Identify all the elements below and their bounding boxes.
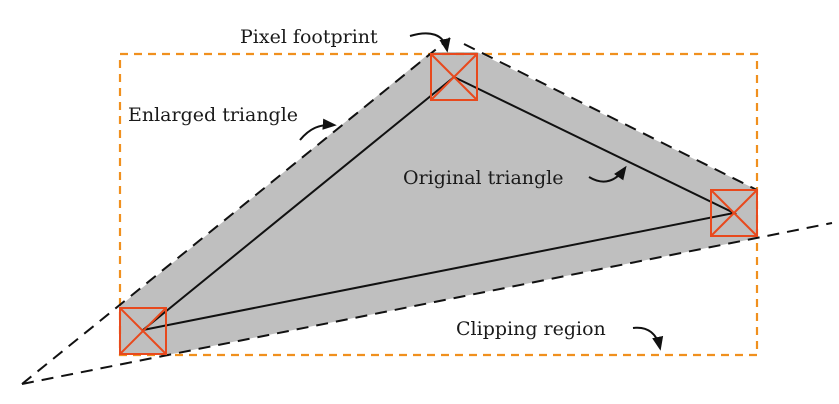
clipping-region-label: Clipping region bbox=[456, 318, 606, 340]
enlarged-edge-left bbox=[21, 37, 451, 385]
enlarged-triangle-label: Enlarged triangle bbox=[128, 104, 298, 126]
enlarged-triangle-arrow bbox=[299, 118, 337, 141]
original-triangle-arrow bbox=[588, 165, 627, 183]
pixel-footprint-arrow bbox=[409, 32, 451, 53]
original-triangle bbox=[142, 75, 738, 331]
pixel-footprint-right bbox=[710, 189, 758, 237]
enlarged-edge-top bbox=[463, 43, 758, 191]
enlarged-edge-bottom bbox=[21, 222, 833, 385]
pixel-footprint-top bbox=[430, 53, 478, 101]
pixel-footprint-left bbox=[119, 307, 167, 355]
pixel-footprint-label: Pixel footprint bbox=[240, 26, 378, 48]
clipping-region-arrow bbox=[632, 326, 664, 351]
original-triangle-label: Original triangle bbox=[403, 167, 564, 189]
enlarged-triangle-fill bbox=[120, 52, 757, 355]
